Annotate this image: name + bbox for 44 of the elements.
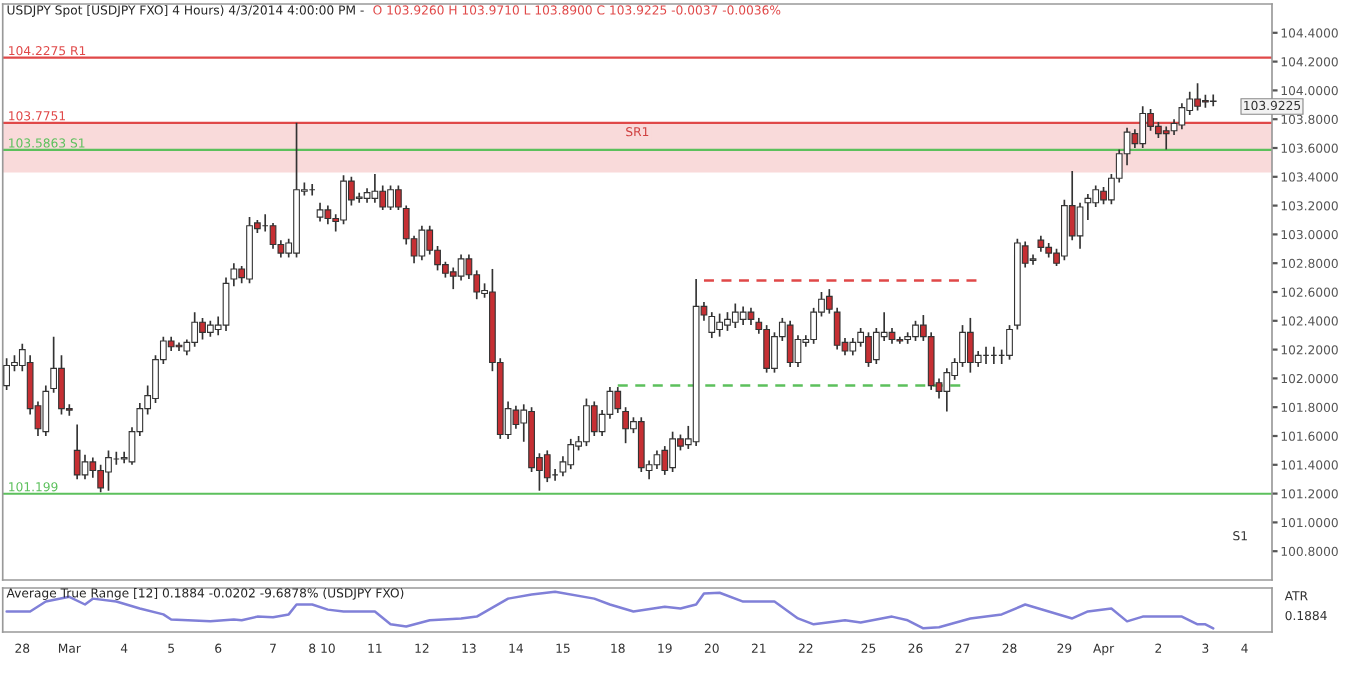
candlestick: [97, 463, 105, 493]
candlestick: [387, 184, 394, 211]
candlestick: [3, 357, 11, 391]
candlestick: [1139, 105, 1147, 149]
candlestick: [1006, 324, 1013, 361]
candlestick: [943, 367, 951, 413]
candlestick: [191, 311, 199, 348]
candlestick: [1178, 102, 1186, 131]
candlestick: [418, 224, 426, 262]
candlestick: [58, 354, 65, 416]
candlestick: [269, 222, 277, 250]
candlestick: [449, 266, 457, 290]
candlestick: [669, 430, 676, 473]
candlestick: [1209, 93, 1217, 108]
candlestick: [763, 324, 771, 374]
candlestick: [81, 453, 89, 481]
candlestick: [543, 449, 551, 483]
candlestick: [457, 253, 465, 282]
candlestick: [324, 204, 332, 226]
candlestick: [583, 397, 590, 447]
candlestick: [966, 317, 974, 374]
candlestick: [1162, 125, 1170, 151]
candlestick: [512, 404, 520, 430]
candlestick: [865, 331, 872, 368]
candlestick: [810, 307, 818, 345]
candlestick: [716, 312, 724, 338]
candlestick: [1076, 201, 1084, 250]
candlestick: [1194, 82, 1201, 112]
candlestick: [786, 319, 794, 368]
candlestick: [316, 201, 324, 223]
candlestick: [912, 319, 919, 342]
candlestick: [340, 174, 347, 226]
candlestick: [105, 449, 112, 492]
candlestick: [731, 302, 739, 329]
candlestick: [567, 438, 575, 470]
candlestick: [73, 423, 81, 481]
candlestick: [637, 416, 645, 473]
candlestick: [661, 445, 669, 476]
candlestick: [371, 173, 379, 204]
candlestick: [739, 305, 747, 326]
candlestick: [222, 276, 230, 332]
candlestick: [199, 317, 206, 341]
candlestick: [724, 311, 731, 332]
candlestick: [590, 400, 598, 437]
